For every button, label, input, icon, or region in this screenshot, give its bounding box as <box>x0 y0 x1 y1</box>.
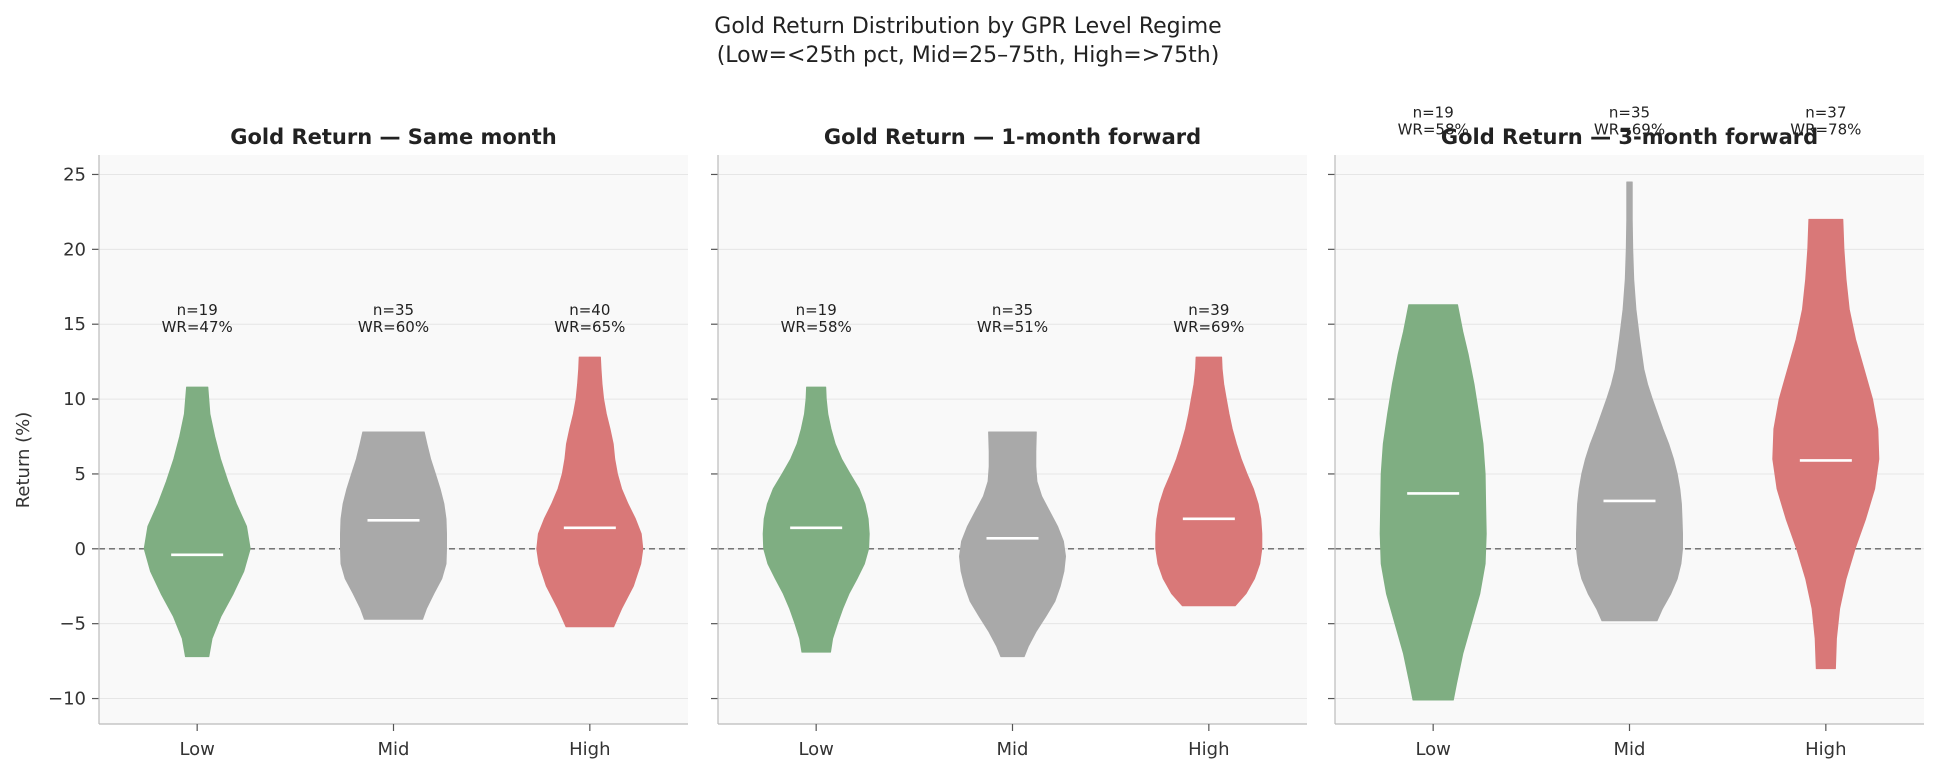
win-rate-label: WR=69% <box>1173 318 1244 336</box>
panel-1: −10 −5 0 5 10 15 20 25 Gold Return — Same month n… <box>48 125 688 760</box>
violin-mid <box>340 431 447 620</box>
violin-mid <box>959 431 1066 658</box>
n-count-label: n=35 <box>1609 104 1650 122</box>
panels-container: −10 −5 0 5 10 15 20 25 Gold Return — Same month n… <box>48 104 1924 760</box>
violin-high <box>1155 356 1263 607</box>
suptitle-line-1: Gold Return Distribution by GPR Level Re… <box>714 14 1221 39</box>
violin-high <box>1772 218 1880 670</box>
x-tick-label: High <box>569 739 610 760</box>
y-tick-label: −10 <box>48 689 86 710</box>
n-count-label: n=35 <box>992 301 1033 319</box>
win-rate-label: WR=47% <box>162 318 233 336</box>
x-tick-label: Low <box>179 739 214 760</box>
n-count-label: n=35 <box>373 301 414 319</box>
panel-title: Gold Return — Same month <box>230 125 557 149</box>
win-rate-label: WR=69% <box>1594 121 1665 139</box>
win-rate-label: WR=78% <box>1790 121 1861 139</box>
n-count-label: n=39 <box>1188 301 1229 319</box>
n-count-label: n=37 <box>1805 104 1846 122</box>
n-count-label: n=19 <box>1413 104 1454 122</box>
y-tick-label: 25 <box>63 164 86 185</box>
violin-low <box>1379 304 1487 701</box>
y-tick-label: 10 <box>63 389 86 410</box>
win-rate-label: WR=58% <box>1398 121 1469 139</box>
win-rate-label: WR=60% <box>358 318 429 336</box>
violin-low <box>762 386 870 653</box>
y-tick-label: 5 <box>75 464 86 485</box>
x-tick-label: High <box>1188 739 1229 760</box>
x-tick-label: Low <box>1415 739 1450 760</box>
win-rate-label: WR=58% <box>781 318 852 336</box>
x-tick-label: Mid <box>997 739 1029 760</box>
y-tick-label: 15 <box>63 314 86 335</box>
violin-high <box>536 356 644 628</box>
x-tick-label: Low <box>798 739 833 760</box>
y-axis-label: Return (%) <box>13 412 34 509</box>
n-count-label: n=19 <box>796 301 837 319</box>
y-tick-label: −5 <box>59 614 86 635</box>
x-tick-label: High <box>1805 739 1846 760</box>
n-count-label: n=40 <box>569 301 610 319</box>
y-tick-label: 0 <box>75 539 86 560</box>
suptitle-line-2: (Low=<25th pct, Mid=25–75th, High=>75th) <box>717 43 1220 68</box>
panel-title: Gold Return — 1-month forward <box>824 125 1201 149</box>
panel-title: Gold Return — 3-month forward <box>1441 125 1818 149</box>
violin-mid <box>1576 181 1683 622</box>
violin-low <box>143 386 251 658</box>
x-tick-label: Mid <box>378 739 410 760</box>
win-rate-label: WR=65% <box>554 318 625 336</box>
y-tick-label: 20 <box>63 239 86 260</box>
x-tick-label: Mid <box>1614 739 1646 760</box>
n-count-label: n=19 <box>177 301 218 319</box>
win-rate-label: WR=51% <box>977 318 1048 336</box>
